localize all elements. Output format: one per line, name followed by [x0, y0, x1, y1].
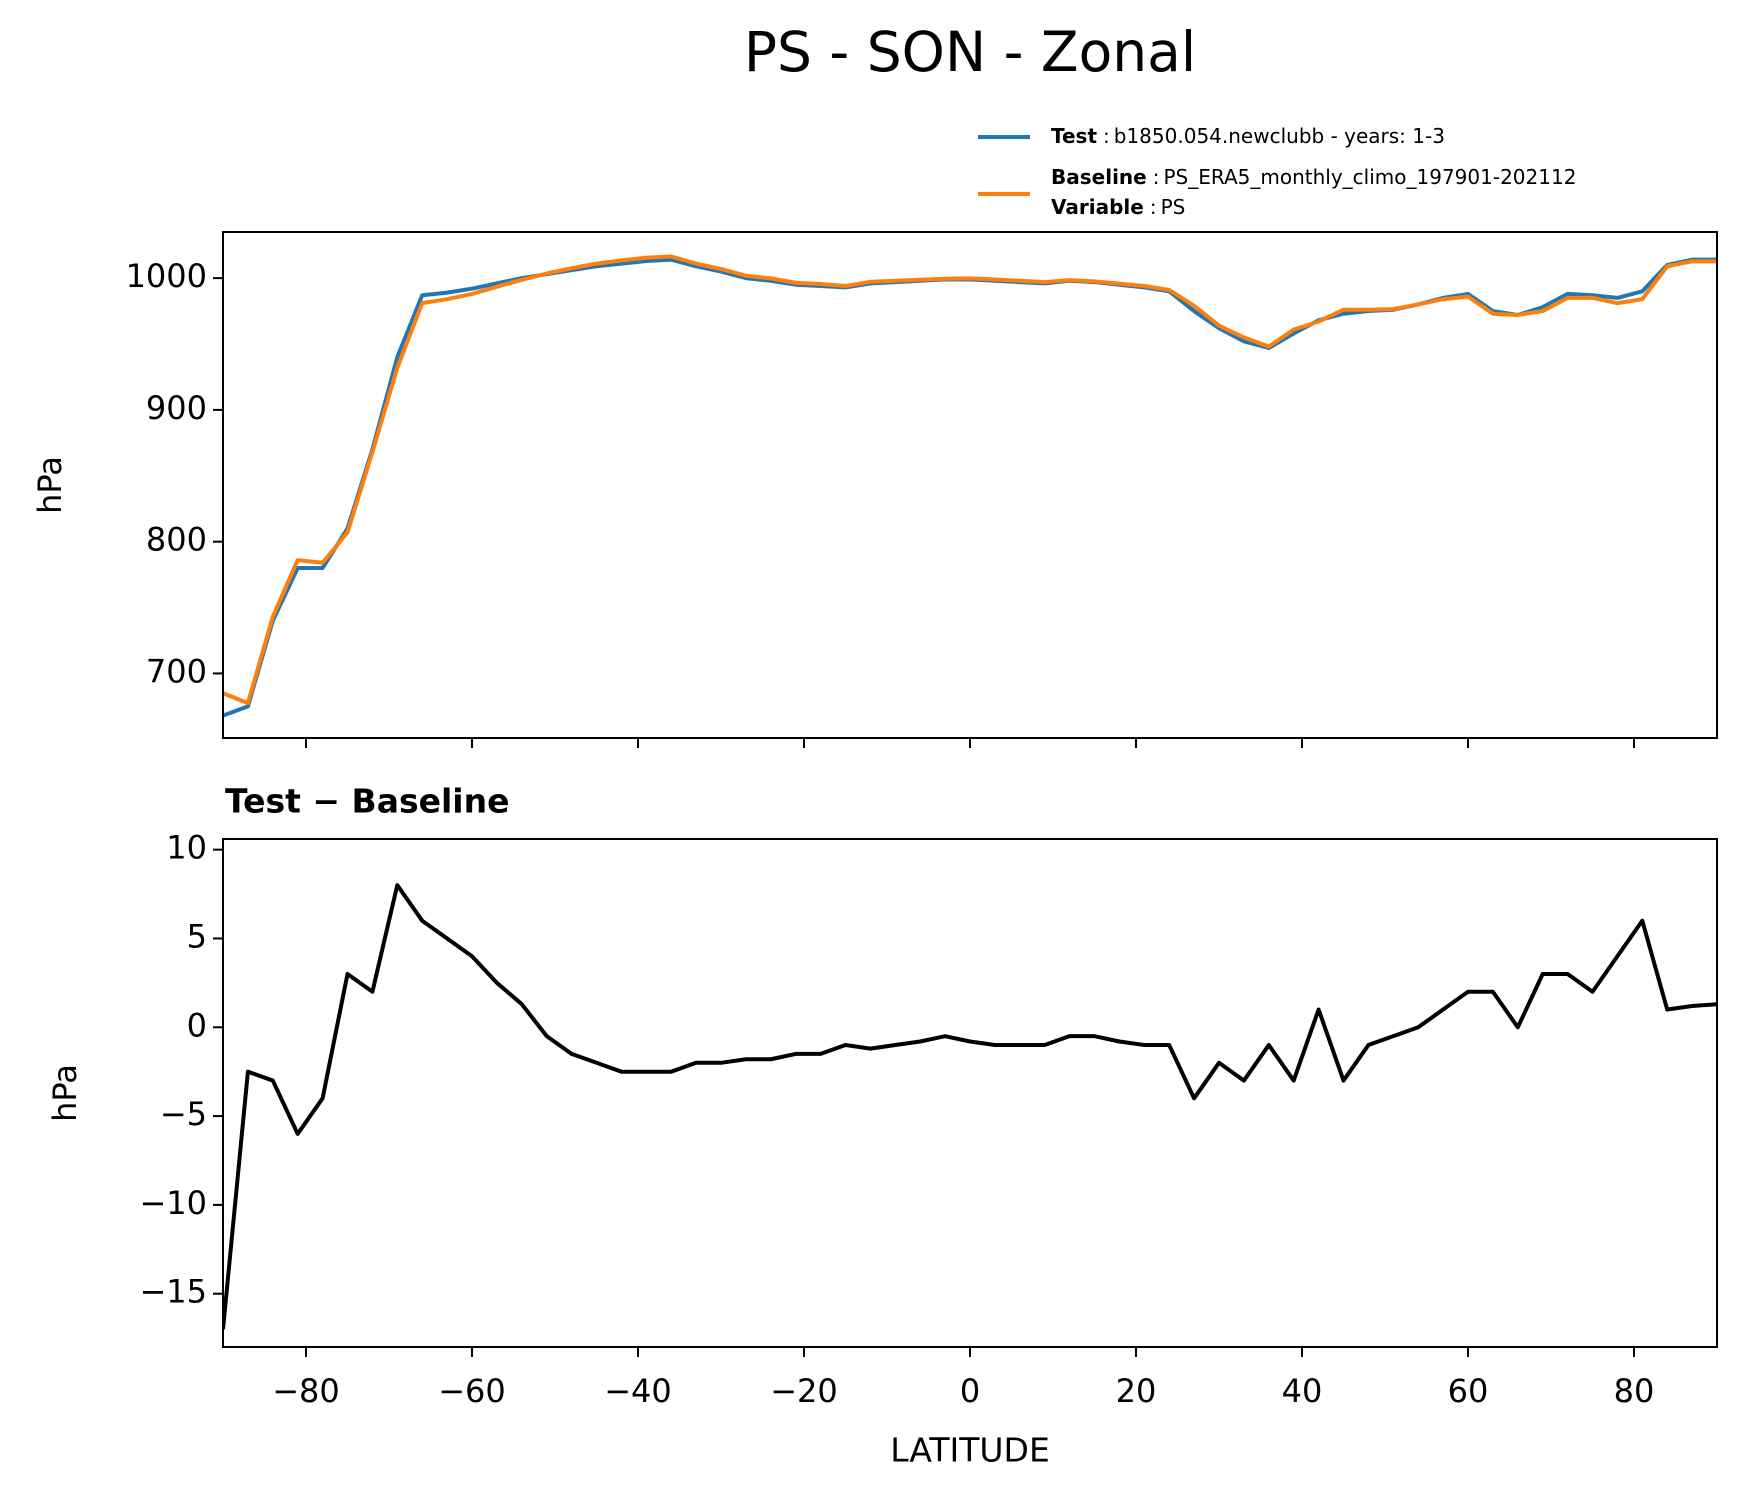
legend-separator: :	[1103, 124, 1110, 148]
legend-separator: :	[1153, 165, 1160, 189]
subplot-title: Test − Baseline	[225, 782, 510, 821]
x-tick-label: 40	[1282, 1372, 1323, 1410]
x-tick-label: 0	[960, 1372, 980, 1410]
y-axis-label: hPa	[31, 456, 69, 514]
x-tick-label: −20	[770, 1372, 838, 1410]
y-axis-label: hPa	[46, 1064, 84, 1122]
legend-name: Test	[1051, 124, 1097, 148]
y-tick-label: 5	[187, 917, 207, 955]
data-line	[223, 254, 1717, 706]
x-tick-label: −40	[604, 1372, 672, 1410]
legend-name: Variable	[1051, 195, 1144, 219]
legend-extra: Variable: PS	[1051, 195, 1185, 219]
x-tick-label: 20	[1116, 1372, 1157, 1410]
y-tick-label: −5	[160, 1095, 207, 1133]
legend-entry: Test: b1850.054.newclubb - years: 1-3	[1051, 124, 1445, 148]
y-tick-label: −10	[139, 1184, 207, 1222]
x-tick-label: −60	[438, 1372, 506, 1410]
figure-title: PS - SON - Zonal	[744, 20, 1196, 84]
legend-entry: Baseline: PS_ERA5_monthly_climo_197901-20…	[1051, 165, 1576, 189]
legend-name: Baseline	[1051, 165, 1147, 189]
legend-text: PS_ERA5_monthly_climo_197901-202112	[1163, 165, 1576, 189]
x-tick-label: −80	[272, 1372, 340, 1410]
x-tick-label: 60	[1448, 1372, 1489, 1410]
y-tick-label: 800	[146, 521, 207, 559]
y-tick-label: 900	[146, 389, 207, 427]
legend-text: PS	[1161, 195, 1186, 219]
y-tick-label: 10	[166, 829, 207, 867]
y-tick-label: 700	[146, 652, 207, 690]
x-axis-label: LATITUDE	[890, 1431, 1050, 1470]
y-tick-label: −15	[139, 1273, 207, 1311]
legend-separator: :	[1150, 195, 1157, 219]
data-line	[223, 257, 1717, 718]
axes-frame	[222, 231, 1718, 739]
legend-text: b1850.054.newclubb - years: 1-3	[1114, 124, 1445, 148]
y-tick-label: 1000	[126, 257, 207, 295]
axes-frame	[222, 838, 1718, 1348]
y-tick-label: 0	[187, 1006, 207, 1044]
data-line	[223, 883, 1717, 1330]
x-tick-label: 80	[1614, 1372, 1655, 1410]
